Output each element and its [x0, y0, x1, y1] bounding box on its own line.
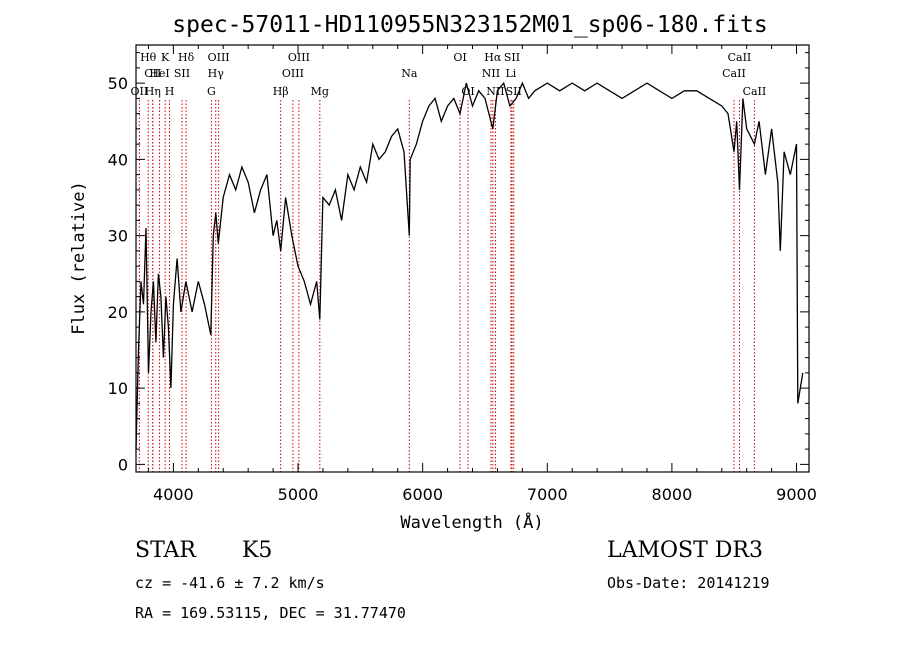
- x-axis-label: Wavelength (Å): [400, 511, 543, 533]
- y-axis-ticks: 0 10 20 30 40 50: [108, 52, 809, 474]
- line-label-6: H: [165, 85, 175, 98]
- x-tick-label-4: 8000: [652, 485, 693, 504]
- y-axis-label: Flux (relative): [69, 181, 89, 335]
- line-label-4: K: [161, 51, 170, 64]
- line-label-9: OIII: [208, 51, 230, 64]
- line-label-13: OIII: [288, 51, 310, 64]
- line-label-2: OII: [131, 85, 149, 98]
- line-label-22: SII: [504, 51, 520, 64]
- line-label-21: NII: [486, 85, 504, 98]
- line-label-11: G: [207, 85, 216, 98]
- x-tick-label-1: 5000: [278, 485, 319, 504]
- line-label-23: Li: [505, 67, 516, 80]
- line-label-5: HeI: [149, 67, 169, 80]
- x-axis-ticks: 4000 5000 6000 7000 8000 9000: [147, 45, 817, 504]
- line-label-14: OIII: [282, 67, 304, 80]
- line-label-17: OI: [453, 51, 466, 64]
- y-tick-label-4: 40: [108, 150, 128, 169]
- spectrum-line: [135, 81, 804, 450]
- observation-date: Obs-Date: 20141219: [607, 574, 770, 592]
- line-label-20: NII: [482, 67, 500, 80]
- plot-frame: [135, 44, 810, 473]
- x-tick-label-2: 6000: [402, 485, 443, 504]
- line-label-27: CaII: [743, 85, 767, 98]
- y-tick-label-5: 50: [108, 74, 128, 93]
- spectral-line-markers: [138, 100, 755, 472]
- x-tick-label-5: 9000: [776, 485, 817, 504]
- line-label-0: Hθ: [140, 51, 157, 64]
- ra-dec: RA = 169.53115, DEC = 31.77470: [135, 604, 406, 622]
- line-label-10: Hγ: [208, 67, 225, 80]
- object-class: STAR: [135, 538, 196, 563]
- y-tick-label-3: 30: [108, 227, 128, 246]
- object-subclass: K5: [242, 538, 273, 563]
- line-label-19: Hα: [484, 51, 502, 64]
- chart-title: spec-57011-HD110955N323152M01_sp06-180.f…: [172, 12, 767, 38]
- line-label-8: SII: [174, 67, 190, 80]
- line-label-16: Na: [401, 67, 418, 80]
- x-tick-label-0: 4000: [153, 485, 194, 504]
- line-label-26: CaII: [722, 67, 746, 80]
- line-label-1: CII: [144, 67, 161, 80]
- line-label-12: Hβ: [273, 85, 289, 98]
- x-tick-label-3: 7000: [527, 485, 568, 504]
- line-label-3: Hη: [145, 85, 161, 98]
- y-tick-label-1: 10: [108, 379, 128, 398]
- redshift-cz: cz = -41.6 ± 7.2 km/s: [135, 574, 325, 592]
- y-tick-label-0: 0: [118, 455, 128, 474]
- line-label-25: CaII: [728, 51, 752, 64]
- y-tick-label-2: 20: [108, 303, 128, 322]
- survey-name: LAMOST DR3: [607, 538, 763, 563]
- line-label-15: Mg: [311, 85, 329, 98]
- line-label-7: Hδ: [178, 51, 195, 64]
